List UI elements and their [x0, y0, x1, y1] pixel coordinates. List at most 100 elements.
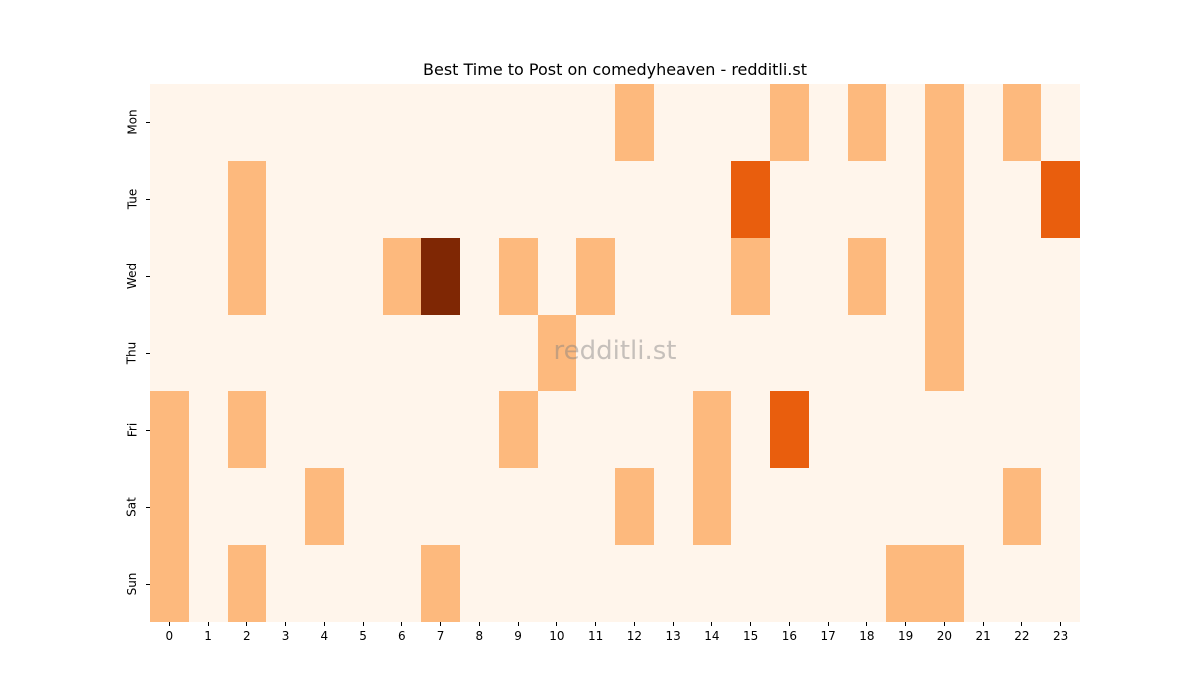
heatmap-cell: [150, 84, 189, 161]
x-tick: 11: [576, 622, 616, 643]
heatmap-cell: [847, 84, 887, 161]
heatmap-cell: [731, 391, 770, 469]
heatmap-cell: [537, 160, 577, 238]
heatmap-cell: [305, 314, 344, 392]
heatmap-cell: [188, 84, 228, 161]
heatmap-cell: [188, 391, 228, 469]
x-tick-mark: [478, 622, 480, 626]
heatmap-cell: [963, 468, 1003, 546]
heatmap-cell: [537, 237, 577, 315]
heatmap-cell: [537, 545, 577, 622]
y-tick-label: Mon: [125, 109, 139, 136]
heatmap-cell: [460, 237, 499, 315]
heatmap-cell: [731, 237, 770, 315]
heatmap-cell: [460, 84, 499, 161]
heatmap-cell: [615, 545, 654, 622]
heatmap-cell: [925, 314, 964, 392]
x-tick-label: 3: [281, 629, 290, 643]
heatmap-cell: [576, 468, 615, 546]
x-tick-label: 11: [587, 629, 604, 643]
heatmap-cell: [421, 84, 460, 161]
x-tick: 5: [343, 622, 383, 643]
x-tick-label: 13: [665, 629, 681, 643]
heatmap-cell: [421, 468, 460, 546]
x-tick-mark: [982, 622, 984, 626]
heatmap-cell: [692, 160, 732, 238]
x-tick: 15: [731, 622, 771, 643]
y-tick-mark: [146, 276, 150, 278]
heatmap-cell: [886, 84, 925, 161]
x-tick-mark: [168, 622, 170, 626]
heatmap-cell: [421, 314, 460, 392]
x-tick-label: 16: [781, 629, 798, 643]
heatmap-cell: [498, 468, 538, 546]
y-tick-label: Fri: [125, 422, 139, 437]
x-tick-mark: [866, 622, 868, 626]
heatmap-cell: [770, 237, 809, 315]
x-tick-mark: [827, 622, 829, 626]
y-tick: Thu: [0, 342, 150, 364]
heatmap-cell: [188, 237, 228, 315]
x-tick: 6: [382, 622, 422, 643]
heatmap-cell: [886, 237, 925, 315]
heatmap-cell: [460, 391, 499, 469]
x-tick-label: 8: [475, 629, 484, 643]
x-tick-mark: [633, 622, 635, 626]
x-tick-label: 22: [1014, 629, 1030, 643]
x-tick-mark: [440, 622, 442, 626]
heatmap-cell: [808, 160, 848, 238]
x-tick: 2: [227, 622, 267, 643]
heatmap-cell: [925, 160, 964, 238]
heatmap-cell: [150, 160, 189, 238]
heatmap-cell: [808, 237, 848, 315]
heatmap-cell: [1002, 84, 1042, 161]
heatmap-cell: [886, 314, 925, 392]
x-tick-mark: [517, 622, 519, 626]
heatmap-cell: [421, 391, 460, 469]
x-tick-mark: [401, 622, 403, 626]
heatmap-cell: [692, 545, 732, 622]
heatmap-cell: [847, 160, 887, 238]
heatmap-cell: [1041, 314, 1080, 392]
y-tick: Fri: [0, 420, 150, 440]
x-tick: 14: [692, 622, 732, 643]
heatmap-cell: [615, 237, 654, 315]
x-tick-mark: [788, 622, 790, 626]
heatmap-cell: [576, 314, 615, 392]
x-tick-label: 15: [742, 629, 759, 643]
x-tick-mark: [362, 622, 364, 626]
heatmap-cell: [692, 84, 732, 161]
heatmap-cell: [266, 468, 305, 546]
heatmap-cell: [963, 160, 1003, 238]
x-tick: 10: [537, 622, 577, 643]
x-tick-mark: [323, 622, 325, 626]
heatmap-cell: [150, 314, 189, 392]
heatmap-cell: [653, 314, 693, 392]
heatmap-cell: [343, 314, 383, 392]
x-tick: 13: [653, 622, 693, 643]
heatmap-cell: [227, 84, 267, 161]
x-tick: 9: [498, 622, 538, 643]
heatmap-cell: [150, 545, 189, 622]
heatmap-cell: [1041, 160, 1080, 238]
heatmap-cell: [227, 160, 267, 238]
heatmap-cell: [305, 391, 344, 469]
heatmap-cell: [343, 391, 383, 469]
heatmap-cell: [576, 84, 615, 161]
x-tick-mark: [246, 622, 248, 626]
heatmap-cell: [382, 160, 422, 238]
heatmap-cell: [731, 160, 770, 238]
heatmap-cell: [1002, 160, 1042, 238]
heatmap-cell: [188, 160, 228, 238]
x-tick: 1: [188, 622, 228, 643]
x-tick: 7: [421, 622, 461, 643]
x-tick-label: 19: [897, 629, 914, 643]
heatmap-cell: [150, 468, 189, 546]
heatmap-cell: [266, 160, 305, 238]
heatmap-cell: [576, 545, 615, 622]
y-tick: Sat: [0, 497, 150, 517]
heatmap-cell: [343, 84, 383, 161]
heatmap-cell: [576, 237, 615, 315]
heatmap-cell: [615, 160, 654, 238]
heatmap-cell: [770, 84, 809, 161]
